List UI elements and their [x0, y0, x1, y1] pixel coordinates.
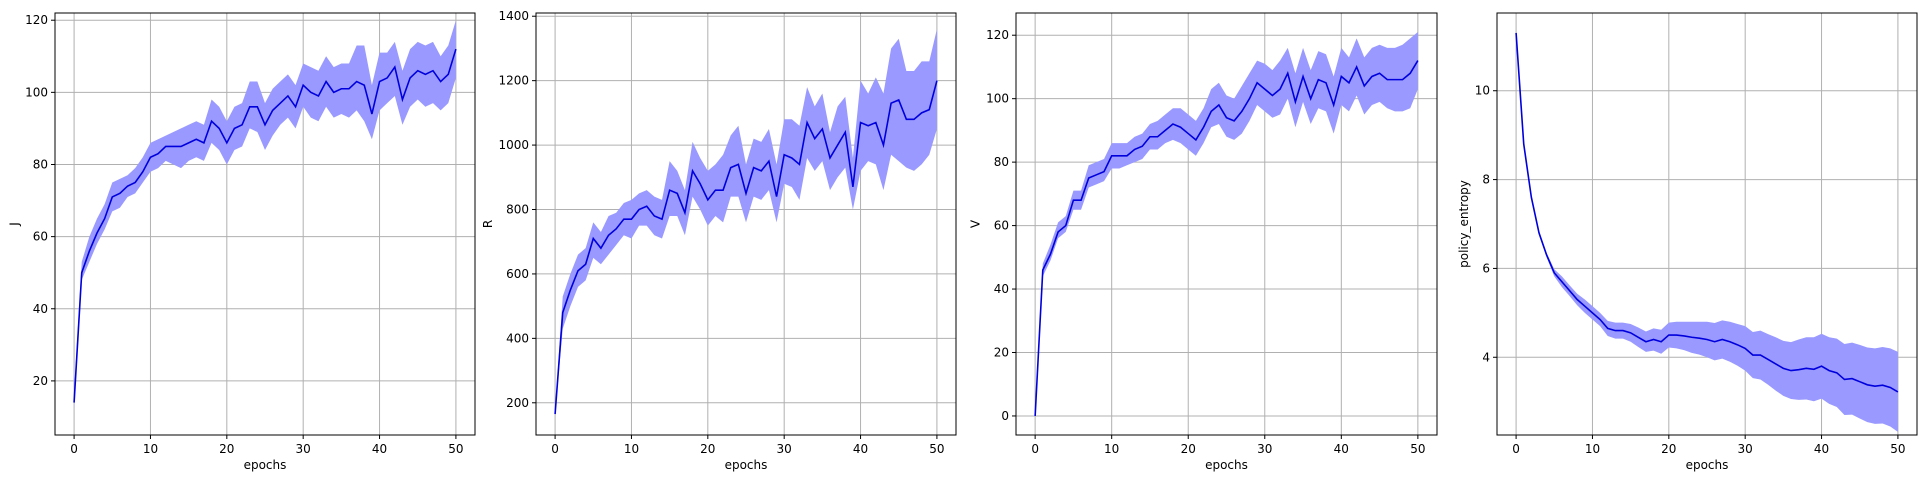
x-tick-label: 10	[143, 442, 158, 456]
x-tick-label: 40	[1334, 442, 1349, 456]
mean-line	[554, 80, 938, 415]
y-axis-label: R	[481, 220, 495, 228]
x-tick-label: 30	[296, 442, 311, 456]
y-tick-label: 20	[994, 346, 1009, 360]
y-tick-label: 8	[1482, 173, 1490, 187]
y-axis-label: policy_entropy	[1457, 180, 1471, 268]
y-tick-label: 80	[33, 157, 48, 171]
x-tick-label: 50	[1890, 442, 1905, 456]
y-tick-label: 20	[33, 374, 48, 388]
axes-frame	[535, 12, 957, 436]
mean-line	[1515, 32, 1899, 393]
x-tick-label: 30	[1738, 442, 1753, 456]
x-axis-label: epochs	[725, 458, 768, 472]
x-axis-label: epochs	[244, 458, 287, 472]
confidence-band	[555, 29, 937, 416]
y-tick-label: 40	[33, 302, 48, 316]
y-tick-label: 400	[506, 331, 529, 345]
chart-panel-1: 0 10 20 30 40 50 20 40 60 80 100 120 epochs J	[8, 12, 476, 472]
x-tick-label: 30	[1257, 442, 1272, 456]
chart-panel-2: 0 10 20 30 40 50 200 400 600 800 1000 1200 1400 epoch…	[481, 9, 957, 472]
chart-panel-3: 0 10 20 30 40 50 0 20 40 60 80 100 120 epochs V	[969, 12, 1438, 472]
axes-frame	[1015, 12, 1438, 436]
y-tick-label: 1200	[498, 74, 529, 88]
y-axis-label: V	[969, 219, 983, 228]
y-tick-label: 120	[986, 28, 1009, 42]
x-tick-label: 10	[1104, 442, 1119, 456]
y-tick-label: 100	[986, 92, 1009, 106]
x-tick-label: 40	[372, 442, 387, 456]
x-tick-label: 50	[448, 442, 463, 456]
x-axis-label: epochs	[1205, 458, 1248, 472]
x-tick-label: 30	[777, 442, 792, 456]
y-tick-label: 60	[33, 230, 48, 244]
x-tick-label: 20	[1661, 442, 1676, 456]
x-tick-label: 50	[1410, 442, 1425, 456]
x-tick-label: 40	[853, 442, 868, 456]
axes-frame	[1496, 12, 1918, 436]
x-tick-label: 20	[700, 442, 715, 456]
axes-frame	[54, 12, 476, 436]
y-tick-label: 60	[994, 219, 1009, 233]
x-tick-label: 0	[1512, 442, 1520, 456]
x-tick-label: 20	[219, 442, 234, 456]
y-tick-label: 120	[25, 13, 48, 27]
confidence-band	[1035, 32, 1418, 416]
y-tick-label: 80	[994, 155, 1009, 169]
y-tick-label: 1400	[498, 9, 529, 23]
y-tick-label: 200	[506, 396, 529, 410]
mean-line	[73, 48, 457, 403]
x-axis-label: epochs	[1686, 458, 1729, 472]
y-tick-label: 0	[1001, 409, 1009, 423]
x-tick-label: 20	[1181, 442, 1196, 456]
y-tick-label: 800	[506, 203, 529, 217]
y-tick-label: 600	[506, 267, 529, 281]
x-tick-label: 0	[1031, 442, 1039, 456]
y-tick-label: 100	[25, 85, 48, 99]
x-tick-label: 40	[1814, 442, 1829, 456]
y-tick-label: 1000	[498, 138, 529, 152]
y-tick-label: 40	[994, 282, 1009, 296]
x-tick-label: 10	[1585, 442, 1600, 456]
x-tick-label: 50	[929, 442, 944, 456]
y-tick-label: 4	[1482, 350, 1490, 364]
y-tick-label: 10	[1475, 84, 1490, 98]
mean-line	[1034, 60, 1419, 417]
confidence-band	[74, 20, 456, 410]
chart-panel-4: 0 10 20 30 40 50 4 6 8 10 epochs policy_entropy	[1457, 12, 1918, 472]
y-tick-label: 6	[1482, 261, 1490, 275]
x-tick-label: 0	[551, 442, 559, 456]
confidence-band	[1516, 30, 1898, 432]
x-tick-label: 0	[70, 442, 78, 456]
x-tick-label: 10	[624, 442, 639, 456]
y-axis-label: J	[8, 222, 22, 227]
